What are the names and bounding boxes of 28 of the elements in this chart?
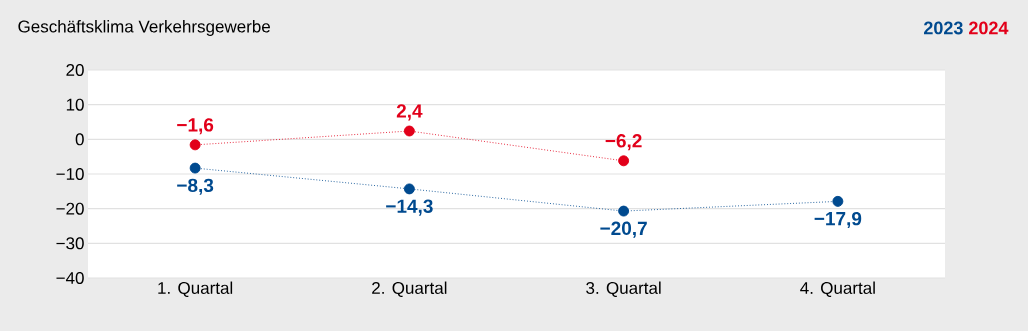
y-tick-label: −30	[56, 237, 84, 250]
point	[832, 195, 844, 207]
point	[189, 139, 201, 151]
y-tick-label: −40	[56, 271, 84, 285]
x-tick-label: 3. Quartal	[586, 281, 661, 298]
y-tick-label: 20	[66, 63, 84, 77]
data-label: −1,6	[177, 118, 214, 135]
point	[618, 205, 630, 217]
data-label: −14,3	[386, 199, 433, 216]
text: 2023	[924, 21, 963, 35]
data-label: −6,2	[605, 134, 642, 151]
point	[618, 155, 630, 167]
x-tick-label: 1. Quartal	[158, 281, 233, 298]
data-label: −20,7	[600, 221, 647, 238]
y-tick-label: 10	[66, 98, 84, 111]
data-label: 2,4	[396, 104, 423, 121]
text: 2024	[969, 21, 1009, 35]
point	[403, 125, 415, 137]
y-tick-label: −10	[56, 167, 84, 181]
y-tick-label: −20	[56, 202, 84, 215]
y-tick-label: 0	[75, 133, 84, 146]
x-tick-label: 4. Quartal	[800, 281, 875, 298]
point	[189, 162, 201, 174]
point	[403, 183, 415, 195]
data-label: −8,3	[177, 178, 214, 195]
x-tick-label: 2. Quartal	[372, 281, 447, 298]
chart-title: Geschäftsklima Verkehrsgewerbe	[18, 20, 270, 36]
data-label: −17,9	[814, 211, 862, 229]
